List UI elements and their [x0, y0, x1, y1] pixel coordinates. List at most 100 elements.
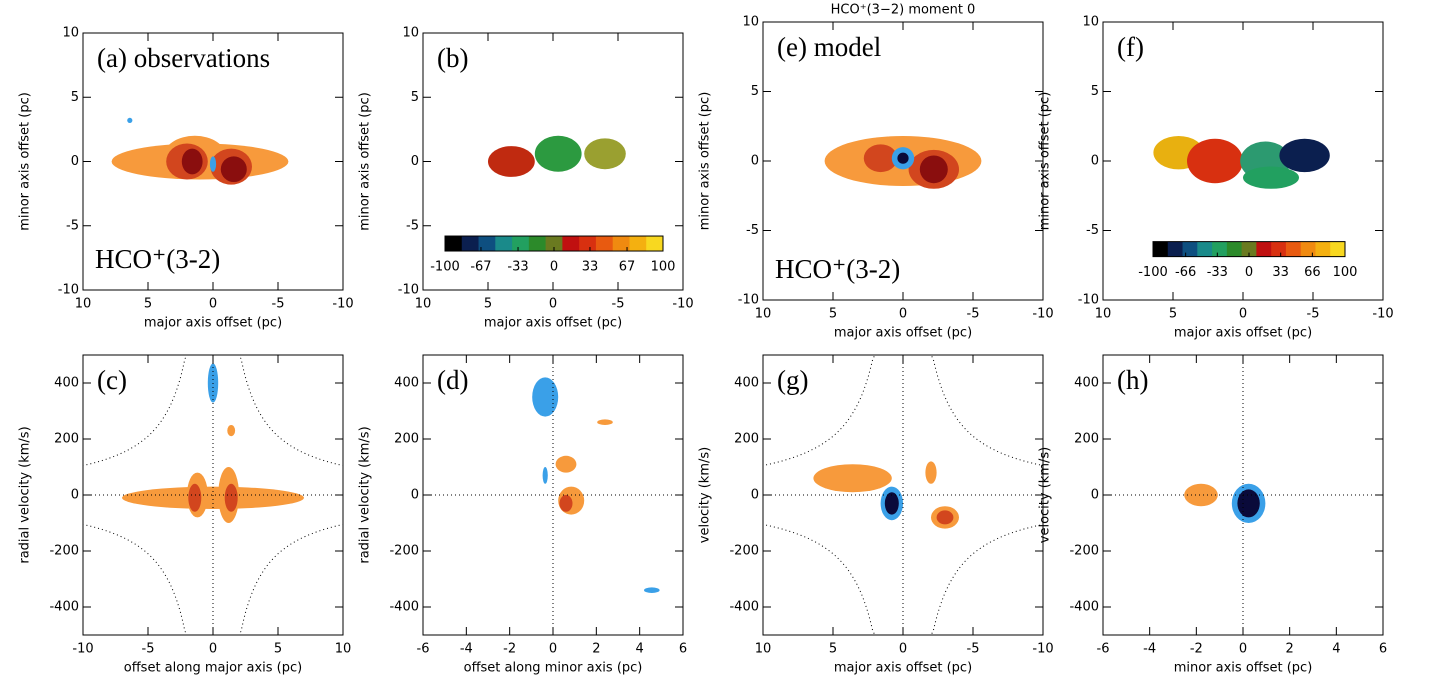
panel: -6 -4 -2 0 2 4 6 -400 -200 0 200 400 minor axis offs… — [1038, 354, 1387, 676]
panel: 10 5 0 -5 -10 -400 -200 0 200 400 major axis offse… — [698, 354, 1054, 676]
x-tick-label: -2 — [503, 642, 516, 657]
x-tick-label: -4 — [1143, 642, 1156, 657]
x-tick-label: -5 — [1307, 307, 1320, 322]
y-tick-label: 200 — [394, 432, 419, 447]
x-tick-label: -5 — [142, 642, 155, 657]
contour-region — [181, 148, 203, 175]
contour-region — [919, 155, 948, 184]
y-tick-label: 5 — [1091, 84, 1099, 99]
y-tick-label: -10 — [738, 293, 759, 308]
x-tick-label: 10 — [1095, 307, 1112, 322]
contour-region — [1243, 166, 1299, 189]
x-tick-label: 2 — [592, 642, 600, 657]
y-tick-label: 5 — [751, 84, 759, 99]
contour-region — [1184, 483, 1218, 507]
colorbar-swatch — [1256, 241, 1272, 257]
x-tick-label: 10 — [415, 297, 432, 312]
contour-region — [1187, 138, 1243, 184]
panel-label: (b) — [437, 43, 468, 73]
colorbar-swatch — [1226, 241, 1243, 257]
x-axis-label: major axis offset (pc) — [484, 316, 622, 331]
contour-region — [534, 135, 582, 172]
colorbar-swatch — [629, 236, 647, 252]
model-curve — [908, 354, 1044, 467]
colorbar-swatch — [478, 236, 496, 252]
colorbar-swatch — [562, 236, 580, 252]
colorbar-swatch — [1315, 241, 1331, 257]
panel-label: (g) — [777, 365, 808, 395]
y-tick-label: 0 — [411, 154, 419, 169]
contour-region — [127, 117, 133, 123]
annotation: HCO⁺(3-2) — [775, 254, 900, 284]
colorbar-swatch — [1330, 241, 1346, 257]
x-tick-label: -10 — [1032, 642, 1053, 657]
model-curve — [82, 523, 208, 636]
x-axis-label: offset along major axis (pc) — [124, 661, 302, 676]
panel-title: HCO⁺(3−2) moment 0 — [831, 3, 976, 18]
y-tick-label: 5 — [411, 90, 419, 105]
contour-region — [863, 144, 898, 173]
model-curve — [908, 523, 1044, 636]
contour-region — [532, 377, 559, 417]
colorbar-tick-label: -100 — [1138, 265, 1168, 280]
panel: -10 -5 0 5 10 -400 -200 0 200 400 offset along maj… — [18, 354, 351, 676]
contour-region — [884, 492, 899, 515]
x-tick-label: -10 — [672, 297, 693, 312]
y-tick-label: -5 — [746, 223, 759, 238]
y-tick-label: 400 — [54, 376, 79, 391]
y-tick-label: -10 — [58, 283, 79, 298]
y-tick-label: -10 — [398, 283, 419, 298]
model-curve — [218, 354, 344, 467]
x-tick-label: -5 — [612, 297, 625, 312]
colorbar-swatch — [1300, 241, 1316, 257]
y-tick-label: 0 — [411, 488, 419, 503]
x-tick-label: 6 — [679, 642, 687, 657]
colorbar-swatch — [495, 236, 513, 252]
contour-region — [559, 495, 573, 512]
x-tick-label: 0 — [1239, 307, 1247, 322]
colorbar-tick-label: 33 — [582, 260, 599, 275]
colorbar-tick-label: -33 — [507, 260, 528, 275]
colorbar-tick-label: 100 — [1333, 265, 1358, 280]
y-tick-label: -400 — [1069, 600, 1099, 615]
colorbar-tick-label: 33 — [1272, 265, 1289, 280]
panel: -6 -4 -2 0 2 4 6 -400 -200 0 200 400 offset along mi… — [358, 354, 687, 676]
contour-region — [227, 425, 236, 437]
panel-label: (d) — [437, 365, 468, 395]
y-axis-label: radial velocity (km/s) — [18, 426, 33, 563]
y-axis-label: minor axis offset (pc) — [358, 92, 373, 231]
x-tick-label: 0 — [899, 307, 907, 322]
x-tick-label: 2 — [1286, 642, 1294, 657]
y-tick-label: 10 — [402, 26, 419, 41]
panel-label: (f) — [1117, 32, 1144, 62]
x-tick-label: 0 — [209, 297, 217, 312]
x-tick-label: 5 — [484, 297, 492, 312]
panel-label: (a) observations — [97, 43, 270, 73]
panel: 10 5 0 -5 -10 -10 -5 0 5 10 major axis offset (pc)… — [1038, 15, 1394, 341]
x-axis-label: minor axis offset (pc) — [1174, 661, 1313, 676]
contour-region — [1237, 489, 1260, 518]
contour-region — [209, 156, 217, 172]
x-tick-label: -5 — [967, 642, 980, 657]
y-tick-label: 0 — [1091, 488, 1099, 503]
y-tick-label: -10 — [1078, 293, 1099, 308]
panel: 10 5 0 -5 -10 -10 -5 0 5 10 major axis offset (pc)… — [698, 3, 1054, 341]
y-axis-label: velocity (km/s) — [698, 447, 713, 543]
colorbar-tick-label: 67 — [619, 260, 636, 275]
x-tick-label: -5 — [272, 297, 285, 312]
y-tick-label: 0 — [751, 154, 759, 169]
x-tick-label: -10 — [1372, 307, 1393, 322]
y-axis-label: velocity (km/s) — [1038, 447, 1053, 543]
y-tick-label: 400 — [1074, 376, 1099, 391]
panel: 10 5 0 -5 -10 -10 -5 0 5 10 major axis offset (pc)… — [18, 26, 354, 331]
contour-region — [488, 146, 535, 177]
panel-label: (c) — [97, 365, 127, 395]
y-tick-label: 200 — [1074, 432, 1099, 447]
y-tick-label: 5 — [71, 90, 79, 105]
colorbar-swatch — [1197, 241, 1213, 257]
y-tick-label: -400 — [729, 600, 759, 615]
y-tick-label: 400 — [734, 376, 759, 391]
x-tick-label: 10 — [75, 297, 92, 312]
colorbar-swatch — [1167, 241, 1184, 257]
